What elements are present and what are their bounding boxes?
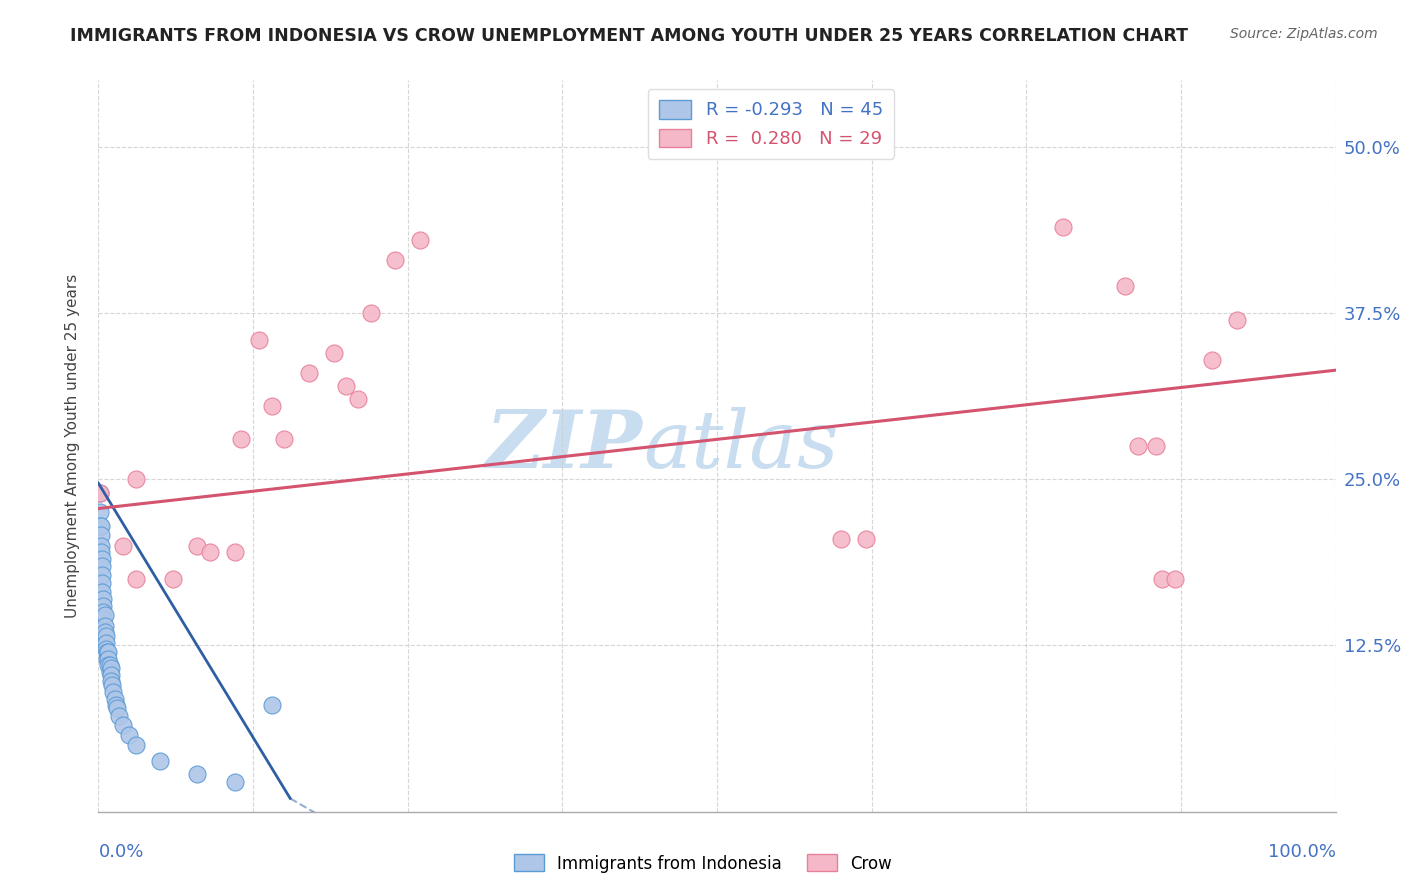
Point [335, 379, 357, 393]
Point [198, 545, 221, 559]
Text: ZIP: ZIP [486, 408, 643, 484]
Point [149, 754, 172, 768]
Point [91, 576, 114, 591]
Point [1201, 352, 1223, 367]
Point [93, 591, 115, 606]
Y-axis label: Unemployment Among Youth under 25 years: Unemployment Among Youth under 25 years [65, 274, 80, 618]
Point [98, 665, 121, 679]
Point [224, 545, 246, 559]
Point [118, 728, 141, 742]
Point [90, 539, 112, 553]
Point [1152, 572, 1174, 586]
Point [162, 572, 184, 586]
Point [94, 629, 117, 643]
Point [101, 678, 124, 692]
Point [108, 709, 131, 723]
Point [91, 568, 114, 582]
Text: IMMIGRANTS FROM INDONESIA VS CROW UNEMPLOYMENT AMONG YOUTH UNDER 25 YEARS CORREL: IMMIGRANTS FROM INDONESIA VS CROW UNEMPL… [70, 27, 1188, 45]
Point [260, 399, 283, 413]
Point [89, 485, 111, 500]
Point [93, 625, 115, 640]
Point [100, 674, 122, 689]
Point [1114, 279, 1136, 293]
Point [360, 306, 382, 320]
Point [186, 539, 208, 553]
Point [91, 552, 114, 566]
Point [97, 658, 120, 673]
Point [1144, 439, 1167, 453]
Point [91, 558, 114, 573]
Point [124, 472, 146, 486]
Point [322, 346, 344, 360]
Point [94, 642, 117, 657]
Point [94, 636, 117, 650]
Point [409, 233, 432, 247]
Point [98, 658, 121, 673]
Point [1126, 439, 1149, 453]
Point [224, 775, 246, 789]
Point [103, 691, 125, 706]
Point [384, 252, 406, 267]
Point [100, 661, 122, 675]
Point [1052, 219, 1074, 234]
Point [247, 333, 270, 347]
Point [229, 433, 252, 447]
Point [124, 738, 146, 752]
Point [96, 652, 118, 666]
Text: Source: ZipAtlas.com: Source: ZipAtlas.com [1230, 27, 1378, 41]
Text: 100.0%: 100.0% [1268, 843, 1336, 861]
Point [93, 599, 115, 613]
Point [1164, 572, 1187, 586]
Text: atlas: atlas [643, 408, 838, 484]
Point [93, 607, 115, 622]
Point [855, 532, 877, 546]
Point [112, 539, 135, 553]
Legend: R = -0.293   N = 45, R =  0.280   N = 29: R = -0.293 N = 45, R = 0.280 N = 29 [648, 89, 894, 159]
Point [347, 392, 370, 407]
Point [93, 618, 115, 632]
Point [93, 612, 115, 626]
Point [97, 645, 120, 659]
Point [90, 518, 112, 533]
Point [124, 572, 146, 586]
Point [96, 645, 118, 659]
Point [298, 366, 321, 380]
Point [89, 518, 111, 533]
Point [89, 506, 111, 520]
Point [97, 652, 120, 666]
Point [93, 605, 115, 619]
Point [186, 767, 208, 781]
Point [90, 545, 112, 559]
Point [105, 701, 128, 715]
Point [104, 698, 127, 713]
Point [1226, 312, 1249, 326]
Point [100, 667, 122, 681]
Point [112, 718, 135, 732]
Point [90, 528, 112, 542]
Point [273, 433, 295, 447]
Point [89, 485, 111, 500]
Point [260, 698, 283, 713]
Point [91, 585, 114, 599]
Point [830, 532, 852, 546]
Point [103, 685, 125, 699]
Text: 0.0%: 0.0% [98, 843, 143, 861]
Legend: Immigrants from Indonesia, Crow: Immigrants from Indonesia, Crow [508, 847, 898, 880]
